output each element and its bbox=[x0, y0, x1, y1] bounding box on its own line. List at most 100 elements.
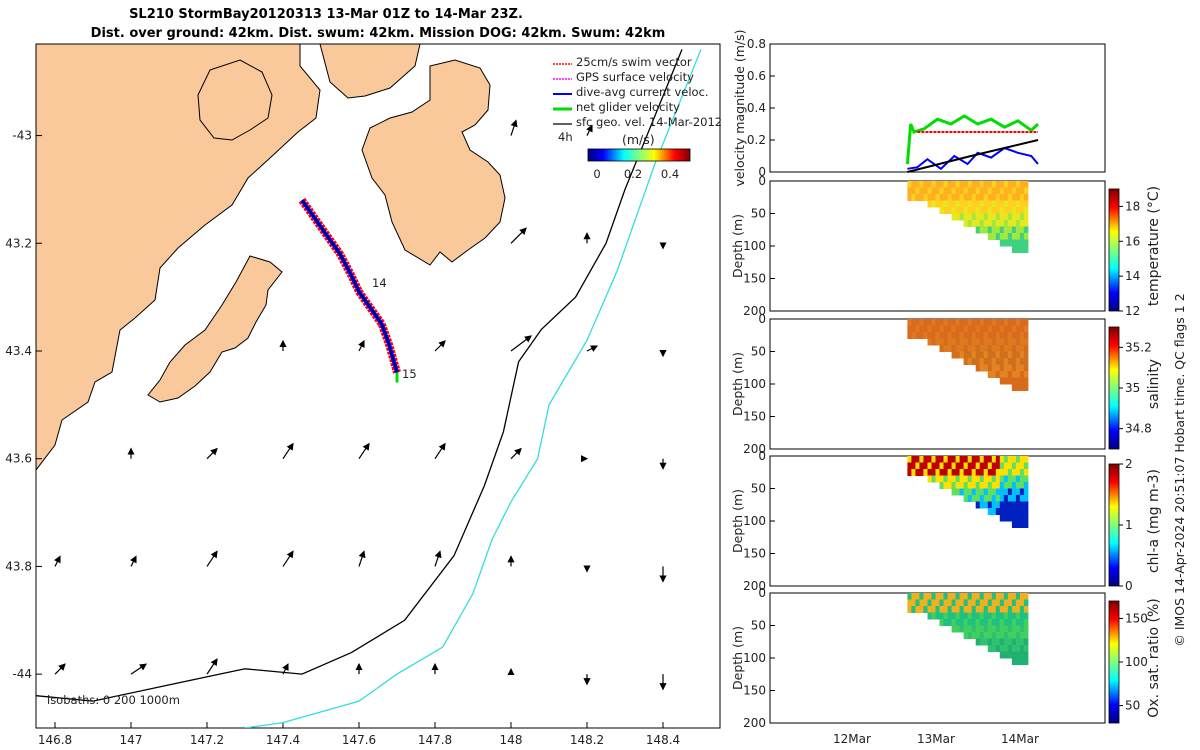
section-cell bbox=[991, 475, 997, 483]
section-cell bbox=[1011, 625, 1017, 633]
section-cell bbox=[991, 488, 997, 496]
section-cell bbox=[911, 181, 916, 188]
section-cell bbox=[959, 488, 965, 496]
section-cell bbox=[991, 599, 997, 607]
section-colorbar bbox=[1108, 326, 1120, 450]
section-cell bbox=[939, 462, 944, 470]
section-cell bbox=[979, 482, 985, 489]
section-cell bbox=[995, 220, 1001, 227]
section-cell bbox=[1023, 475, 1029, 483]
section-ytick-label: 0 bbox=[758, 312, 766, 326]
section-cell bbox=[983, 187, 989, 195]
section-cell bbox=[959, 319, 965, 326]
section-cell bbox=[1015, 213, 1021, 221]
section-cell bbox=[999, 181, 1005, 188]
section-cell bbox=[987, 200, 993, 208]
section-cell bbox=[1015, 351, 1021, 359]
section-cell bbox=[939, 181, 944, 188]
vel-ytick-label: 0.2 bbox=[747, 133, 766, 147]
section-cell bbox=[935, 469, 940, 476]
section-cell bbox=[963, 220, 969, 227]
section-cell bbox=[1015, 194, 1021, 201]
velocity-ticks: 0 0.2 0.4 0.6 0.8 bbox=[747, 37, 775, 179]
legend-geo-label: sfc geo. vel. 14-Mar-2012 bbox=[576, 115, 722, 129]
section-cell bbox=[995, 194, 1001, 201]
section-cell bbox=[931, 606, 936, 613]
section-cell bbox=[1007, 319, 1013, 326]
section-cell bbox=[1015, 632, 1021, 639]
isobath-200 bbox=[36, 49, 683, 702]
section-cell bbox=[971, 462, 977, 470]
section-cell bbox=[919, 462, 924, 470]
section-cell bbox=[979, 593, 985, 600]
section-cell bbox=[1011, 194, 1017, 201]
section-cell bbox=[983, 625, 989, 633]
section-cell bbox=[999, 377, 1005, 385]
section-cell bbox=[947, 181, 953, 188]
section-cell bbox=[1019, 599, 1025, 607]
section-cell bbox=[1003, 501, 1009, 509]
section-cell bbox=[987, 632, 993, 639]
section-cell bbox=[1003, 187, 1009, 195]
section-cell bbox=[1003, 377, 1009, 385]
land-east bbox=[361, 59, 506, 266]
section-cell bbox=[967, 599, 973, 607]
section-cell bbox=[1023, 456, 1029, 463]
colorbar-tick-label: 14 bbox=[1125, 269, 1140, 283]
section-colorbar bbox=[1108, 188, 1120, 312]
section-cell bbox=[947, 599, 953, 607]
section-cell bbox=[959, 612, 965, 620]
section-cell bbox=[1007, 651, 1013, 659]
section-cell bbox=[967, 213, 973, 221]
section-cell bbox=[971, 619, 977, 626]
geo-vector bbox=[510, 447, 522, 460]
section-cell bbox=[971, 213, 977, 221]
section-cell bbox=[939, 187, 944, 195]
section-cell bbox=[1011, 593, 1017, 600]
section-cell bbox=[1011, 606, 1017, 613]
section-cell bbox=[943, 345, 948, 352]
section-cell bbox=[1023, 469, 1029, 476]
section-cell bbox=[919, 319, 924, 326]
section-cell bbox=[959, 469, 965, 476]
section-cell bbox=[971, 482, 977, 489]
section-cell bbox=[1015, 612, 1021, 620]
section-cell bbox=[935, 462, 940, 470]
section-cell bbox=[943, 207, 948, 214]
section-cell bbox=[1019, 207, 1025, 214]
section-cell bbox=[951, 332, 957, 339]
section-cell bbox=[991, 501, 997, 509]
section-cblabel: chl-a (mg m-3) bbox=[1146, 469, 1162, 573]
section-cell bbox=[1019, 377, 1025, 385]
section-cell bbox=[943, 456, 948, 463]
section-cell bbox=[1019, 194, 1025, 201]
section-cell bbox=[943, 332, 948, 339]
legend-net: net glider velocity bbox=[553, 100, 680, 114]
section-cell bbox=[915, 462, 920, 470]
section-cell bbox=[967, 632, 973, 639]
section-cell bbox=[1007, 645, 1013, 652]
section-cell bbox=[1003, 358, 1009, 365]
geo-vector bbox=[358, 442, 370, 460]
section-cell bbox=[991, 645, 997, 652]
section-cell bbox=[987, 599, 993, 607]
section-colorbar bbox=[1108, 463, 1120, 587]
section-cell bbox=[1011, 377, 1017, 385]
section-cell bbox=[907, 606, 912, 613]
section-cell bbox=[1011, 246, 1017, 253]
section-cell bbox=[939, 325, 944, 333]
section-cell bbox=[991, 213, 997, 221]
section-cell bbox=[983, 364, 989, 372]
map-legend: 25cm/s swim vector GPS surface velocity … bbox=[553, 55, 722, 181]
section-cell bbox=[975, 638, 981, 646]
section-cell bbox=[971, 338, 977, 346]
colorbar-tick-label: 12 bbox=[1125, 304, 1140, 318]
section-cell bbox=[1011, 325, 1017, 333]
section-cell bbox=[1011, 345, 1017, 352]
section-cell bbox=[1011, 384, 1017, 391]
geo-vector bbox=[206, 658, 218, 675]
section-cell bbox=[1011, 475, 1017, 483]
section-cell bbox=[1015, 514, 1021, 522]
section-cell bbox=[967, 619, 973, 626]
section-cell bbox=[963, 181, 969, 188]
